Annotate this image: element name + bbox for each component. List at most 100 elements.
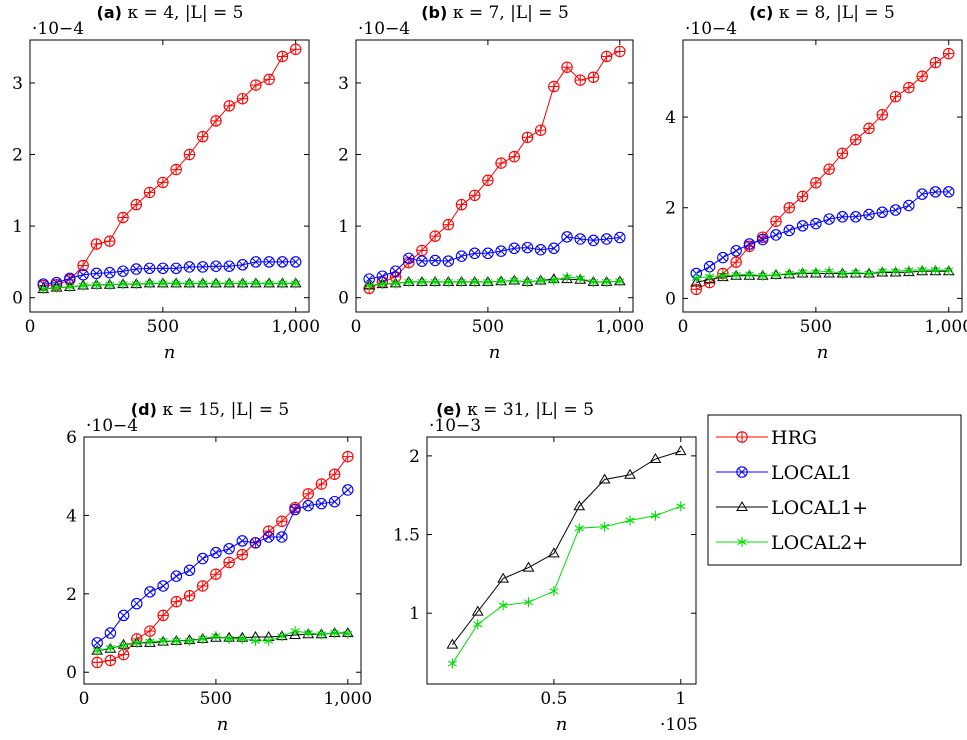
data-point [211,278,221,289]
data-point [117,265,129,277]
data-point [277,631,287,642]
data-point [144,586,156,598]
data-point [534,243,547,256]
data-point [377,279,387,290]
y-scale-label: ·10−3 [429,416,481,436]
data-point [903,81,915,94]
data-point [496,276,506,287]
data-point [251,278,261,289]
data-point [170,262,182,275]
data-point [573,500,586,511]
series-local2-plus [364,271,625,291]
data-point [876,206,889,219]
data-point [92,645,102,656]
x-tick-label: 0.5 [540,689,567,709]
y-tick-label: 3 [12,74,23,94]
data-point [483,276,493,287]
data-point [468,189,481,202]
data-point [276,515,288,528]
data-point [223,556,235,569]
data-point [824,266,834,277]
data-point [144,278,155,289]
data-point [130,263,143,275]
data-point [561,231,573,243]
data-point [942,186,955,198]
data-point [264,635,274,646]
data-point [264,278,274,289]
series-line [696,269,949,279]
x-tick-label: 1,000 [924,317,967,337]
data-point [104,627,117,639]
data-point [691,273,701,283]
series-local1 [690,186,955,280]
data-point [600,50,613,63]
data-point [849,133,862,146]
data-point [196,580,209,592]
data-point [549,275,559,286]
plot-frame [83,436,362,685]
data-point [330,628,340,639]
data-point [315,497,328,510]
series-line [369,276,620,287]
data-point [130,198,143,211]
data-point [521,131,534,144]
data-point [224,278,234,289]
data-point [904,265,914,276]
data-point [783,224,796,237]
data-point [429,230,441,242]
data-point [90,238,103,250]
data-point [482,247,494,260]
data-point [132,637,142,648]
series-local2-plus [38,278,301,295]
data-point [811,267,821,278]
data-point [170,570,183,582]
x-axis-label: n [817,342,829,363]
data-point [574,233,586,245]
data-point [614,45,626,58]
data-point [303,628,313,639]
y-tick-label: 3 [338,74,349,94]
y-tick-label: 6 [66,428,77,448]
y-tick-label: 2 [12,146,23,166]
data-point [198,633,208,644]
data-point [522,276,533,287]
panel-label: (c) [749,3,779,22]
series-local2-plus [691,264,954,283]
data-point [77,259,89,272]
data-point [916,188,928,200]
chart-title: (c) κ = 8, |L| = 5 [749,3,895,23]
data-point [548,547,560,558]
x-tick-label: 0 [79,689,90,709]
y-tick-label: 4 [66,506,77,526]
data-point [600,233,613,245]
y-scale-label: ·10−4 [32,19,84,39]
data-point [117,211,129,224]
series-local1 [37,256,302,290]
series-hrg [91,450,354,669]
data-point [183,261,196,273]
data-point [650,510,661,521]
data-point [145,636,155,647]
data-point [810,217,822,230]
data-point [442,218,455,231]
data-point [649,453,662,464]
data-point [718,270,728,281]
data-point [703,260,716,273]
series-line [43,48,296,287]
data-point [823,213,835,225]
y-tick-label: 0 [66,663,77,683]
chart-title: (d) κ = 15, |L| = 5 [131,400,289,420]
data-point [625,515,635,526]
data-point [131,597,143,610]
y-scale-label: ·10−4 [358,19,410,39]
panel-label: (d) [131,400,163,419]
y-tick-label: 2 [66,585,77,605]
series-line [43,282,296,290]
data-point [249,537,262,549]
data-point [118,279,128,290]
data-point [796,190,809,203]
data-point [836,211,849,223]
data-point [157,609,169,622]
data-point [250,256,262,268]
legend-entry: LOCAL1+ [716,497,868,519]
